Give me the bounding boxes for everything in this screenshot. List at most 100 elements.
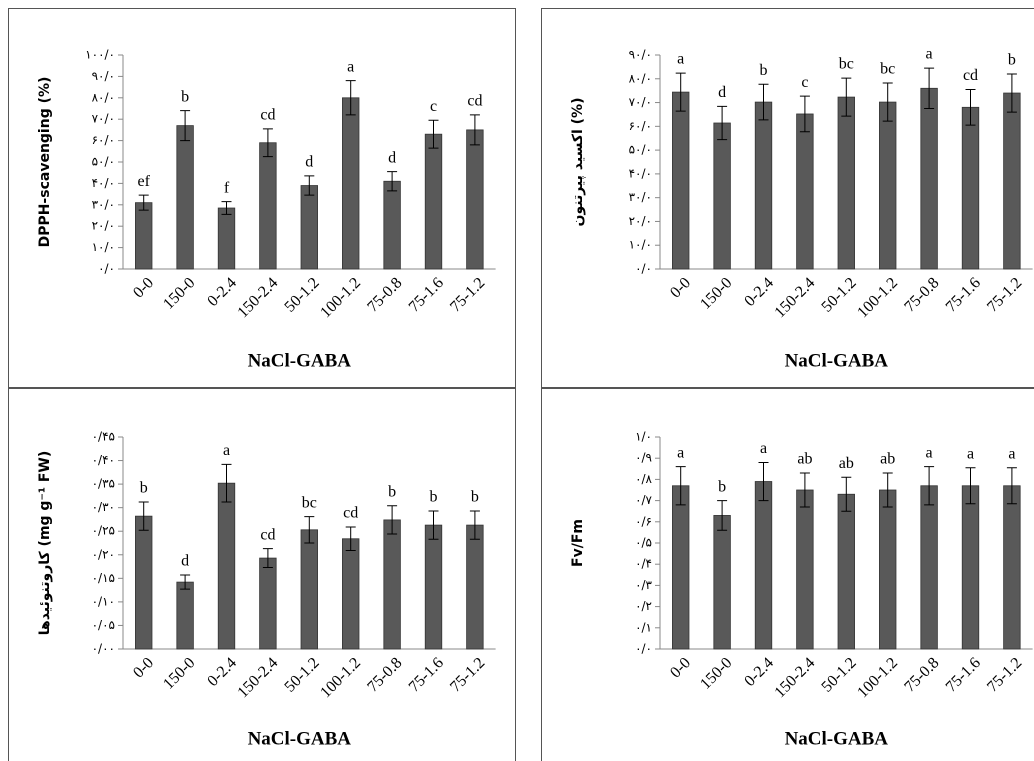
bar: [466, 129, 484, 270]
y-tick-label: ۰/۳۵: [92, 477, 115, 491]
bar: [920, 87, 938, 270]
bar: [837, 493, 855, 650]
significance-letter: bc: [880, 61, 895, 78]
y-tick-label: ۰/۱۰: [92, 594, 115, 608]
significance-letter: b: [140, 480, 148, 497]
significance-letter: b: [181, 88, 189, 105]
bar: [796, 113, 814, 270]
bar: [135, 515, 153, 650]
y-tick-label: ۲۰/۰: [629, 214, 652, 228]
x-axis-title: NaCl-GABA: [785, 728, 889, 749]
bar: [672, 485, 690, 650]
error-bar: [965, 467, 976, 505]
error-bar: [387, 505, 398, 535]
error-bar: [965, 88, 976, 126]
x-tick-label: 150-2.4: [771, 274, 818, 321]
y-tick-label: ۵۰/۰: [629, 143, 652, 157]
y-axis-title: کاروتنوئیدها (mg g⁻¹ FW): [37, 451, 53, 636]
x-tick-label: 100-1.2: [854, 274, 901, 321]
significance-letter: d: [305, 154, 313, 171]
bar: [879, 489, 897, 650]
significance-letter: a: [967, 445, 974, 462]
x-tick-label: 75-1.6: [406, 274, 447, 315]
y-tick-label: ۰/۳: [635, 578, 652, 592]
y-tick-label: ۰/۷: [635, 493, 652, 507]
bar: [342, 538, 360, 650]
y-tick-label: ۰/۱۵: [92, 571, 115, 585]
y-tick-label: ۰/۲۰: [92, 547, 115, 561]
significance-letter: cd: [467, 93, 482, 110]
y-tick-label: ۸۰/۰: [629, 71, 652, 85]
panel-border: [541, 8, 1034, 388]
error-bar: [1006, 467, 1017, 505]
x-tick-label: 0-0: [130, 274, 157, 301]
x-tick-label: 150-2.4: [771, 654, 818, 701]
bar: [424, 524, 443, 650]
x-tick-label: 150-2.4: [234, 654, 281, 701]
x-tick-label: 150-0: [697, 274, 735, 312]
error-bar: [924, 67, 935, 109]
y-tick-label: ۰/۲: [635, 599, 652, 613]
y-tick-label: ۰/۳۰: [92, 500, 115, 514]
x-axis-title: NaCl-GABA: [248, 728, 352, 749]
y-tick-label: ۱۰۰/۰: [85, 48, 115, 62]
bar: [176, 581, 194, 650]
significance-letter: b: [718, 478, 726, 495]
significance-letter: b: [1008, 52, 1016, 69]
y-tick-label: ۷۰/۰: [629, 95, 652, 109]
bar: [713, 515, 731, 650]
bar: [1003, 485, 1021, 650]
significance-letter: cd: [343, 505, 358, 522]
error-bar: [717, 500, 728, 531]
bar: [383, 180, 401, 270]
y-tick-label: ۵۰/۰: [92, 155, 115, 169]
error-bar: [304, 175, 315, 196]
y-tick-label: ۸۰/۰: [92, 90, 115, 104]
bar: [217, 482, 236, 650]
significance-letter: b: [760, 62, 768, 79]
x-tick-label: 75-1.2: [984, 274, 1025, 315]
y-axis-title: Fv/Fm: [570, 519, 586, 567]
error-bar: [262, 128, 273, 158]
x-tick-label: 75-1.6: [943, 654, 984, 695]
bar: [259, 142, 277, 270]
bar: [837, 96, 855, 270]
bar: [920, 485, 938, 650]
y-tick-label: ۰/۰۰: [92, 642, 115, 656]
x-tick-label: 0-0: [667, 274, 694, 301]
y-tick-label: ۰/۱: [635, 620, 652, 634]
x-tick-label: 75-0.8: [364, 274, 405, 315]
significance-letter: cd: [260, 526, 275, 543]
error-bar: [675, 466, 686, 506]
y-tick-label: ۰/۴۰: [92, 453, 115, 467]
error-bar: [180, 574, 191, 590]
significance-letter: cd: [260, 107, 275, 124]
bar: [879, 101, 897, 270]
y-tick-label: ۶۰/۰: [92, 133, 115, 147]
y-tick-label: ۴۰/۰: [629, 166, 652, 180]
x-tick-label: 0-2.4: [204, 654, 240, 690]
y-tick-label: ۴۰/۰: [92, 176, 115, 190]
x-tick-label: 75-1.2: [984, 654, 1025, 695]
significance-letter: bc: [839, 56, 854, 73]
error-bar: [882, 82, 893, 122]
x-tick-label: 0-2.4: [741, 274, 777, 310]
y-tick-label: ۰/۴: [635, 557, 652, 571]
error-bar: [221, 463, 232, 503]
bar: [383, 519, 401, 650]
x-axis-title: NaCl-GABA: [248, 350, 352, 371]
bar: [217, 207, 236, 270]
error-bar: [1006, 73, 1017, 113]
error-bar: [180, 110, 191, 142]
y-tick-label: ۰/۵: [635, 536, 652, 550]
y-tick-label: ۱۰/۰: [629, 238, 652, 252]
error-bar: [799, 472, 810, 508]
panel-border: [8, 8, 516, 388]
y-tick-label: ۳۰/۰: [629, 190, 652, 204]
bar: [300, 529, 318, 650]
bar: [754, 101, 773, 270]
significance-letter: a: [223, 442, 230, 459]
x-tick-label: 0-0: [130, 654, 157, 681]
x-tick-label: 150-0: [160, 274, 198, 312]
y-tick-label: ۷۰/۰: [92, 112, 115, 126]
